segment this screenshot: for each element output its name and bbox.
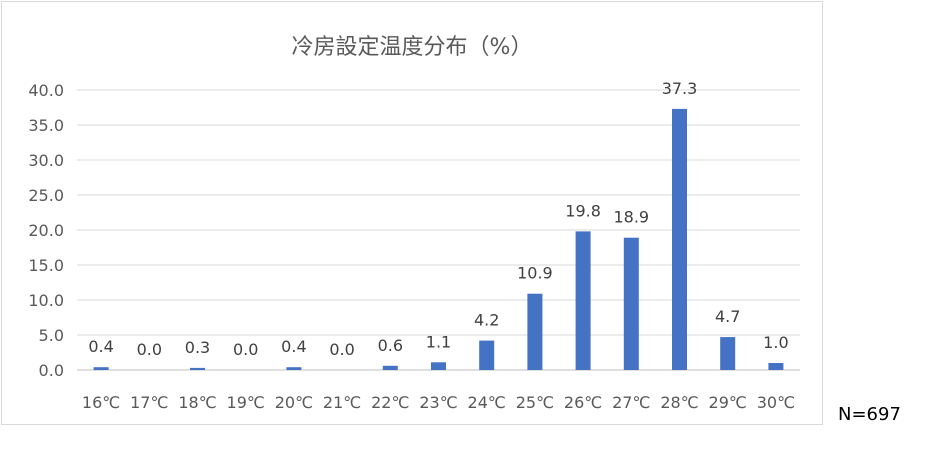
data-label: 0.0 bbox=[233, 340, 258, 359]
data-label: 4.2 bbox=[474, 311, 499, 330]
x-tick-label: 23℃ bbox=[419, 393, 457, 412]
x-tick-label: 28℃ bbox=[660, 393, 698, 412]
x-tick-label: 17℃ bbox=[130, 393, 168, 412]
y-tick-label: 15.0 bbox=[28, 256, 64, 275]
x-tick-label: 30℃ bbox=[757, 393, 795, 412]
data-label: 0.0 bbox=[137, 340, 162, 359]
x-tick-label: 16℃ bbox=[82, 393, 120, 412]
data-label: 0.3 bbox=[185, 338, 210, 357]
x-tick-label: 21℃ bbox=[323, 393, 361, 412]
bar bbox=[575, 231, 591, 370]
data-label: 1.1 bbox=[426, 332, 451, 351]
y-tick-label: 35.0 bbox=[28, 116, 64, 135]
y-tick-label: 40.0 bbox=[28, 81, 64, 100]
data-label: 4.7 bbox=[715, 307, 740, 326]
bar bbox=[672, 108, 687, 371]
x-tick-label: 22℃ bbox=[371, 393, 409, 412]
y-axis-ticks: 0.0 5.0 10.0 15.0 20.0 25.0 30.0 35.0 40.0 bbox=[28, 81, 64, 380]
bar bbox=[190, 367, 205, 370]
sample-size-note: N=697 bbox=[838, 404, 901, 425]
data-label: 0.6 bbox=[378, 336, 403, 355]
x-tick-label: 29℃ bbox=[709, 393, 747, 412]
y-tick-label: 5.0 bbox=[39, 326, 64, 345]
bar bbox=[479, 340, 495, 370]
data-label: 37.3 bbox=[662, 79, 698, 98]
data-label: 1.0 bbox=[763, 333, 788, 352]
x-tick-label: 20℃ bbox=[275, 393, 313, 412]
bar bbox=[527, 293, 543, 370]
bar bbox=[93, 367, 109, 370]
chart-svg: 冷房設定温度分布（%） 0.0 5.0 10.0 15.0 20.0 25.0 30.0 35… bbox=[28, 35, 800, 412]
x-tick-label: 24℃ bbox=[468, 393, 506, 412]
data-label: 0.4 bbox=[281, 337, 306, 356]
x-tick-label: 25℃ bbox=[516, 393, 554, 412]
data-labels: 0.4 0.0 0.3 0.0 0.4 0.0 0.6 1.1 4.2 10.9 19.8 18.9 3… bbox=[88, 79, 788, 359]
data-label: 0.0 bbox=[329, 340, 354, 359]
bar bbox=[720, 337, 736, 370]
data-label: 0.4 bbox=[88, 337, 113, 356]
bars bbox=[93, 108, 784, 371]
y-tick-label: 0.0 bbox=[39, 361, 64, 380]
x-tick-label: 19℃ bbox=[227, 393, 265, 412]
x-tick-label: 26℃ bbox=[564, 393, 602, 412]
x-axis-ticks: 16℃ 17℃ 18℃ 19℃ 20℃ 21℃ 22℃ 23℃ 24℃ 25℃ 26℃ 27℃ 28℃ 2… bbox=[82, 393, 795, 412]
bar bbox=[623, 237, 639, 370]
y-tick-label: 10.0 bbox=[28, 291, 64, 310]
x-tick-label: 18℃ bbox=[178, 393, 216, 412]
chart-title: 冷房設定温度分布（%） bbox=[292, 35, 533, 60]
bar bbox=[382, 365, 398, 370]
data-label: 18.9 bbox=[613, 208, 649, 227]
y-tick-label: 30.0 bbox=[28, 151, 64, 170]
gridlines bbox=[77, 89, 800, 371]
y-tick-label: 25.0 bbox=[28, 186, 64, 205]
data-label: 19.8 bbox=[565, 201, 601, 220]
x-tick-label: 27℃ bbox=[612, 393, 650, 412]
data-label: 10.9 bbox=[517, 264, 553, 283]
y-tick-label: 20.0 bbox=[28, 221, 64, 240]
chart-frame: 冷房設定温度分布（%） 0.0 5.0 10.0 15.0 20.0 25.0 30.0 35… bbox=[1, 1, 823, 425]
bar bbox=[431, 362, 446, 370]
bar bbox=[286, 367, 302, 370]
bar bbox=[768, 363, 784, 370]
